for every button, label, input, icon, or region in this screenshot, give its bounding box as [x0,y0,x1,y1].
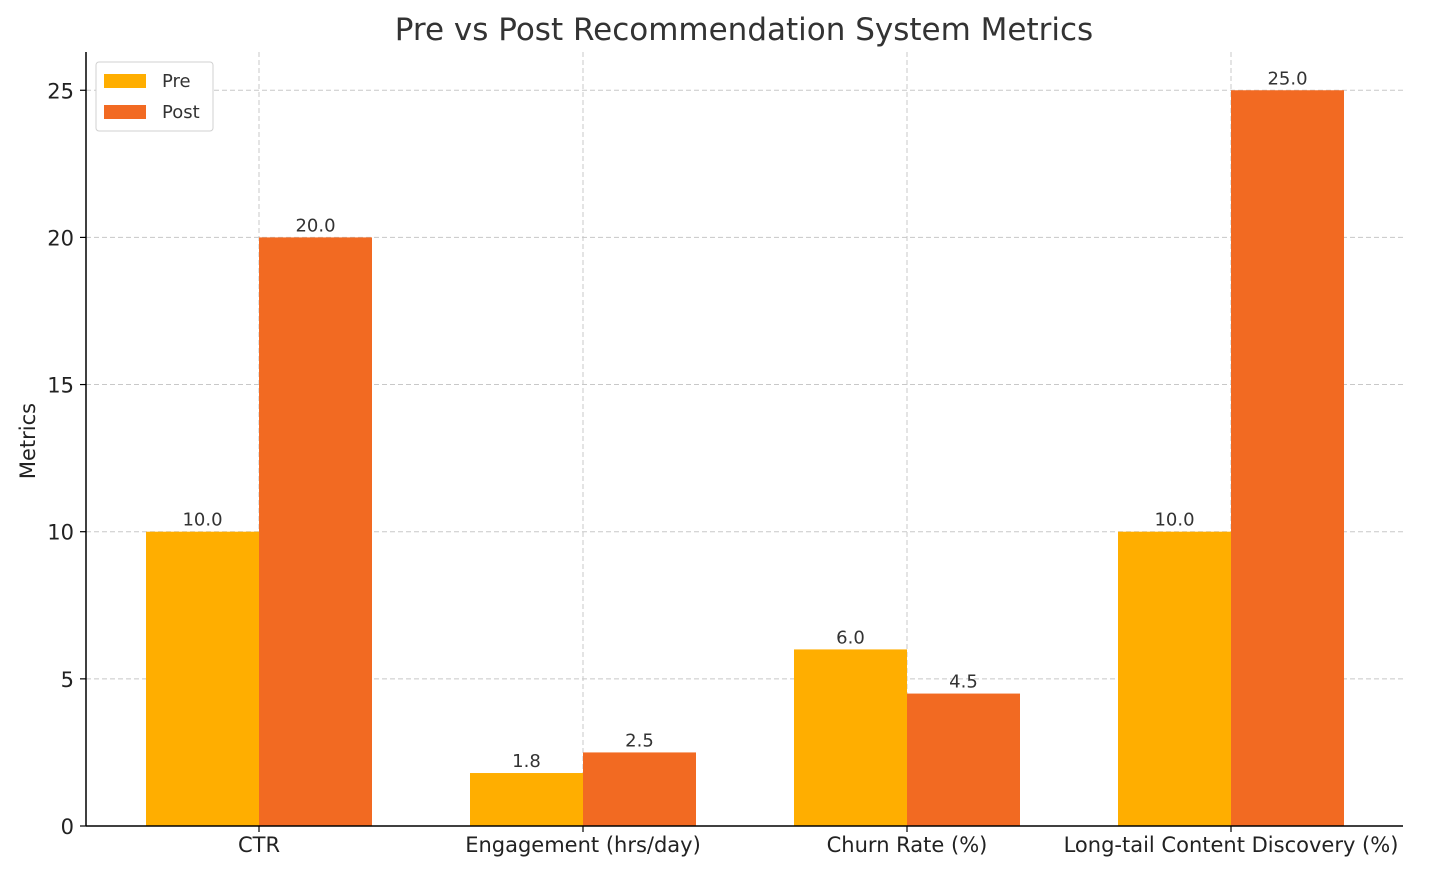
value-label-pre-2: 6.0 [836,627,865,648]
x-tick-label: Long-tail Content Discovery (%) [1064,833,1399,857]
bar-post-0 [259,237,372,826]
y-tick-label: 20 [47,226,74,250]
y-tick-label: 5 [61,668,74,692]
y-axis-label: Metrics [16,403,40,479]
y-tick-label: 0 [61,815,74,839]
legend: Pre Post [95,61,214,132]
legend-label-post: Post [162,102,200,123]
x-tick-label: CTR [238,833,280,857]
axes-layer: 0 5 10 15 20 25 CTR Engagement (hrs/day) Churn R… [47,52,1403,857]
legend-label-pre: Pre [162,71,191,92]
y-tick-label: 15 [47,374,74,398]
bar-pre-2 [794,649,907,826]
bar-post-1 [583,752,696,826]
value-label-post-3: 25.0 [1267,68,1307,89]
value-labels-layer: 10.0 1.8 6.0 10.0 20.0 2.5 4.5 25.0 [182,68,1307,772]
value-label-post-0: 20.0 [295,215,335,236]
value-label-pre-0: 10.0 [182,510,222,531]
y-tick-label: 25 [47,79,74,103]
y-tick-label: 10 [47,521,74,545]
value-label-post-2: 4.5 [949,672,978,693]
value-label-pre-1: 1.8 [512,751,541,772]
bar-pre-1 [470,773,583,826]
legend-swatch-post [104,105,146,119]
x-tick-label: Engagement (hrs/day) [465,833,701,857]
value-label-post-1: 2.5 [625,730,654,751]
legend-swatch-pre [104,74,146,88]
bar-post-2 [907,693,1020,826]
bar-pre-3 [1118,531,1231,826]
x-tick-label: Churn Rate (%) [827,833,988,857]
value-label-pre-3: 10.0 [1154,510,1194,531]
bar-post-3 [1231,90,1344,827]
bar-pre-0 [146,531,259,826]
bars-layer [146,90,1344,827]
chart-title: Pre vs Post Recommendation System Metric… [395,12,1093,48]
